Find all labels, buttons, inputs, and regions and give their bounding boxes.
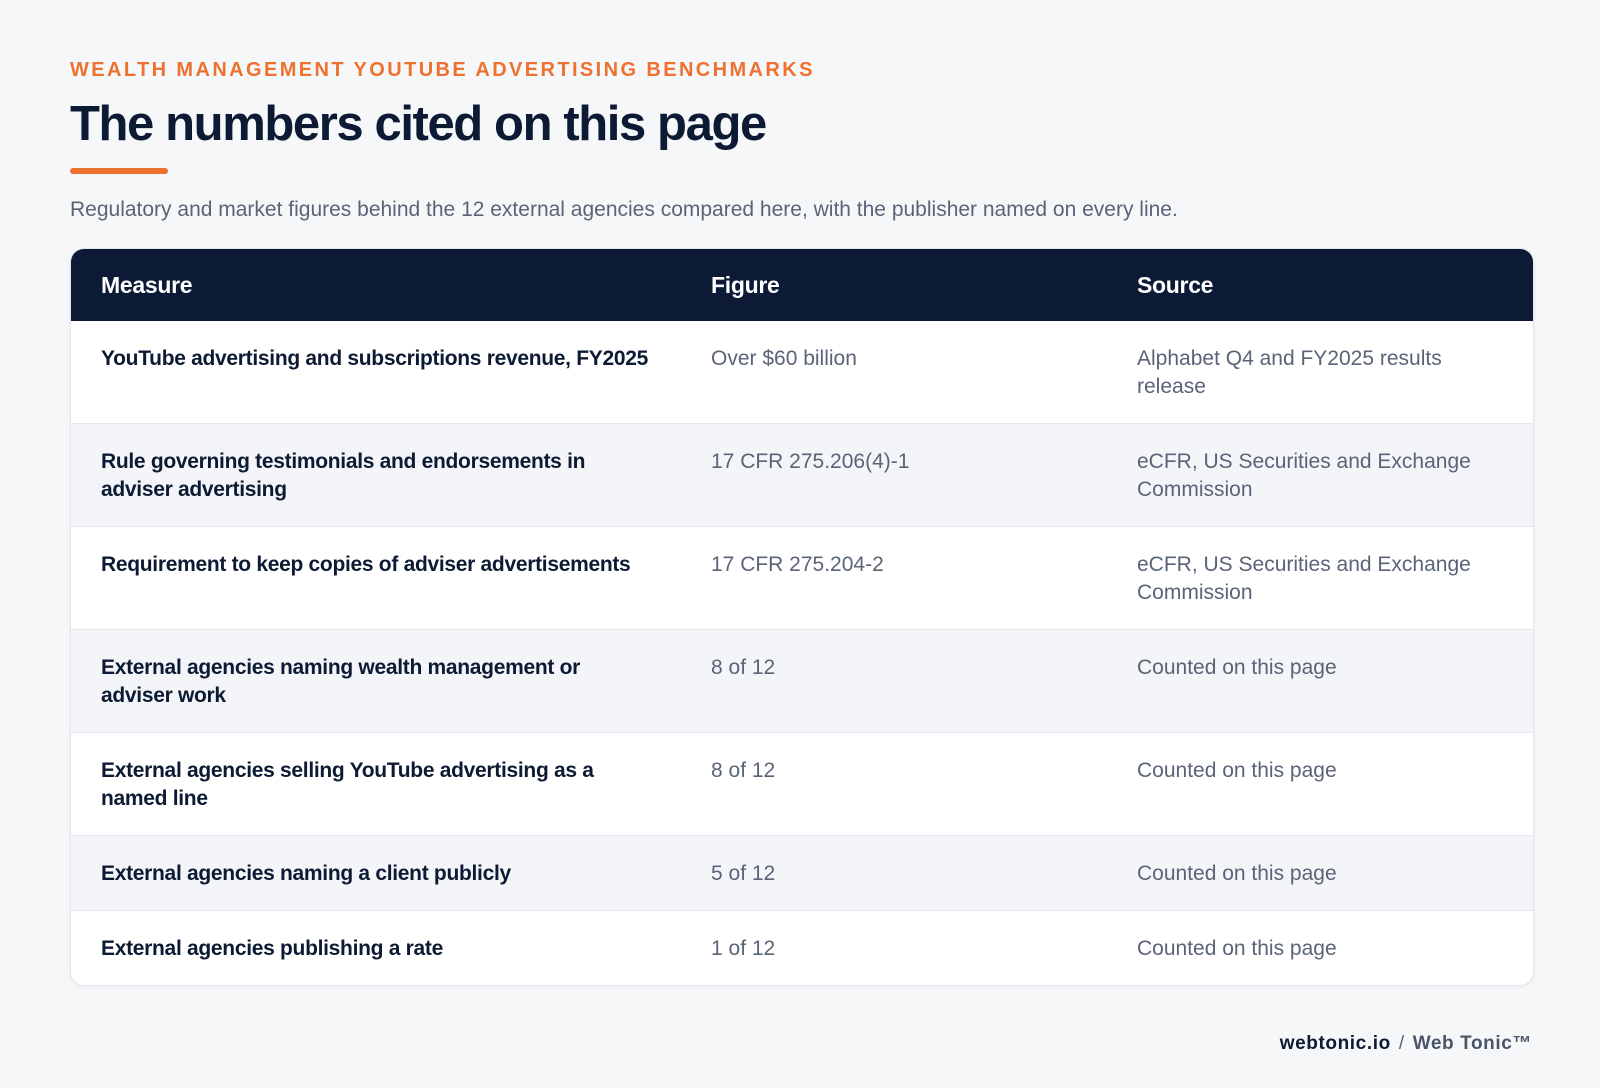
source-cell: eCFR, US Securities and Exchange Commiss… bbox=[1107, 423, 1533, 527]
column-header-measure: Measure bbox=[71, 249, 681, 321]
source-cell: Counted on this page bbox=[1107, 910, 1533, 985]
table-row: External agencies naming wealth manageme… bbox=[71, 629, 1533, 733]
table-row: External agencies naming a client public… bbox=[71, 835, 1533, 911]
table-row: Rule governing testimonials and endorsem… bbox=[71, 423, 1533, 527]
figure-cell: 8 of 12 bbox=[681, 629, 1107, 733]
source-cell: eCFR, US Securities and Exchange Commiss… bbox=[1107, 526, 1533, 630]
figure-cell: 1 of 12 bbox=[681, 910, 1107, 985]
figures-table: Measure Figure Source YouTube advertisin… bbox=[71, 249, 1533, 985]
footer-separator: / bbox=[1398, 1033, 1405, 1054]
footer-domain: webtonic.io bbox=[1279, 1033, 1391, 1054]
column-header-source: Source bbox=[1107, 249, 1533, 321]
page-subtitle: Regulatory and market figures behind the… bbox=[70, 198, 1178, 221]
eyebrow-label: WEALTH MANAGEMENT YOUTUBE ADVERTISING BE… bbox=[70, 59, 815, 81]
footer-brand: Web Tonic™ bbox=[1412, 1033, 1532, 1054]
table-row: YouTube advertising and subscriptions re… bbox=[71, 321, 1533, 424]
figure-cell: 17 CFR 275.204-2 bbox=[681, 526, 1107, 630]
measure-cell: External agencies selling YouTube advert… bbox=[71, 732, 681, 836]
column-header-figure: Figure bbox=[681, 249, 1107, 321]
figure-cell: Over $60 billion bbox=[711, 347, 857, 370]
figure-cell: 8 of 12 bbox=[681, 732, 1107, 836]
table-header-row: Measure Figure Source bbox=[71, 249, 1533, 321]
measure-cell: External agencies naming a client public… bbox=[71, 835, 681, 911]
source-cell: Counted on this page bbox=[1107, 629, 1533, 733]
source-cell: Counted on this page bbox=[1107, 835, 1533, 911]
measure-cell: Rule governing testimonials and endorsem… bbox=[71, 423, 681, 527]
figure-cell: 17 CFR 275.206(4)-1 bbox=[681, 423, 1107, 527]
figures-table-card: Measure Figure Source YouTube advertisin… bbox=[70, 248, 1534, 986]
source-cell: Alphabet Q4 and FY2025 results release bbox=[1137, 347, 1442, 398]
table-row: External agencies publishing a rate 1 of… bbox=[71, 910, 1533, 985]
footer-credit: webtonic.io / Web Tonic™ bbox=[1280, 1033, 1532, 1055]
table-row: External agencies selling YouTube advert… bbox=[71, 732, 1533, 836]
page: WEALTH MANAGEMENT YOUTUBE ADVERTISING BE… bbox=[70, 0, 1534, 986]
measure-cell: YouTube advertising and subscriptions re… bbox=[101, 347, 648, 370]
page-title: The numbers cited on this page bbox=[70, 97, 767, 151]
measure-cell: Requirement to keep copies of adviser ad… bbox=[71, 526, 681, 630]
source-cell: Counted on this page bbox=[1107, 732, 1533, 836]
title-accent-divider bbox=[70, 168, 168, 174]
measure-cell: External agencies naming wealth manageme… bbox=[71, 629, 681, 733]
table-body: YouTube advertising and subscriptions re… bbox=[71, 321, 1533, 985]
measure-cell: External agencies publishing a rate bbox=[71, 910, 681, 985]
table-header: Measure Figure Source bbox=[71, 249, 1533, 321]
figure-cell: 5 of 12 bbox=[681, 835, 1107, 911]
table-row: Requirement to keep copies of adviser ad… bbox=[71, 526, 1533, 630]
